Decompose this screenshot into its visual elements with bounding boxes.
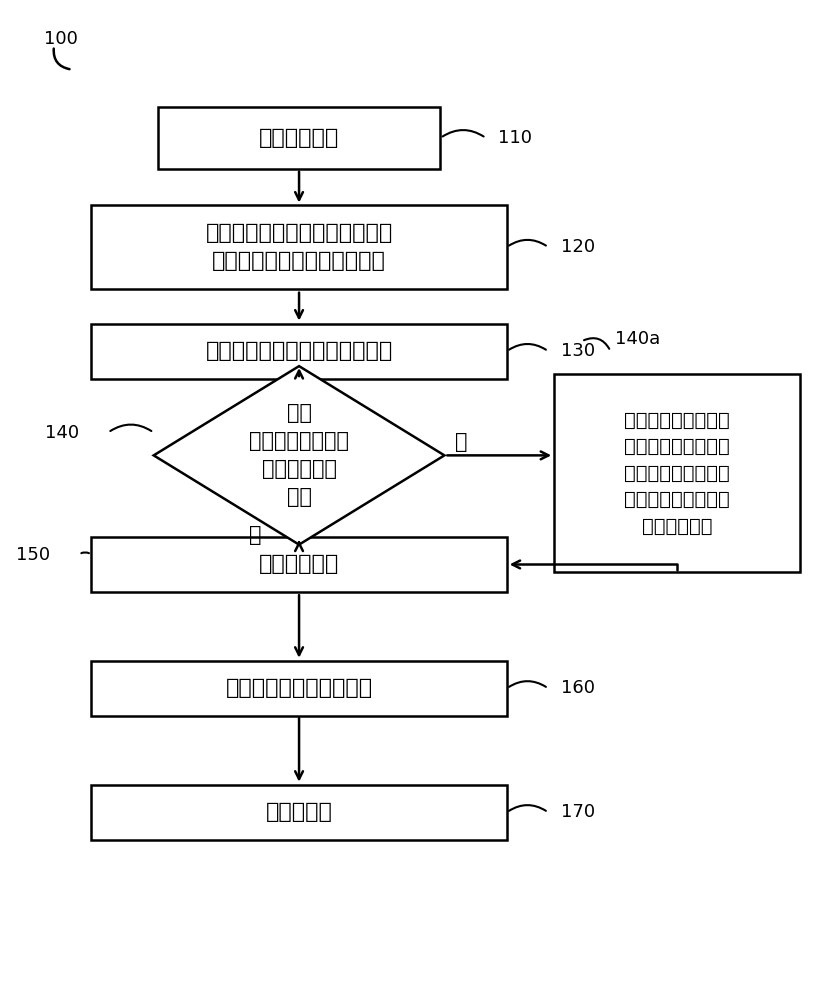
- Text: 170: 170: [560, 803, 595, 821]
- Text: 140: 140: [44, 424, 79, 442]
- Text: 是: 是: [249, 525, 262, 545]
- Text: 否: 否: [456, 432, 467, 452]
- Text: 160: 160: [560, 679, 595, 697]
- Text: 100: 100: [44, 30, 78, 48]
- Text: 将积层体置于基座顶面，使积层
体的偏光单元平行于基座顶面: 将积层体置于基座顶面，使积层 体的偏光单元平行于基座顶面: [206, 223, 393, 271]
- Text: 进行研磨步骤: 进行研磨步骤: [259, 554, 339, 574]
- Text: 利用固定装置及基座挟持积层体: 利用固定装置及基座挟持积层体: [206, 341, 393, 361]
- Text: 150: 150: [16, 546, 50, 564]
- Text: 130: 130: [560, 342, 595, 360]
- Text: 110: 110: [498, 129, 533, 147]
- Bar: [91, 785, 507, 840]
- Text: 140a: 140a: [615, 330, 660, 348]
- Bar: [158, 107, 440, 169]
- Polygon shape: [154, 366, 445, 545]
- Bar: [91, 537, 507, 592]
- Bar: [555, 374, 800, 572]
- Text: 移除研磨设备的固定装置: 移除研磨设备的固定装置: [226, 678, 373, 698]
- Bar: [91, 324, 507, 379]
- Text: 120: 120: [560, 238, 595, 256]
- Text: 判断
积层体的第一高度
是否等于挟持
距离: 判断 积层体的第一高度 是否等于挟持 距离: [249, 403, 349, 507]
- Text: 将堆叠件设于积层体
的上表面或下表面，
以使堆叠件的第二高
度与第一高度的总和
等于挟持距离: 将堆叠件设于积层体 的上表面或下表面， 以使堆叠件的第二高 度与第一高度的总和 …: [624, 411, 730, 536]
- Text: 制得偏光板: 制得偏光板: [266, 802, 332, 822]
- Text: 提供研磨设备: 提供研磨设备: [259, 128, 339, 148]
- Bar: [91, 661, 507, 716]
- Bar: [91, 205, 507, 289]
